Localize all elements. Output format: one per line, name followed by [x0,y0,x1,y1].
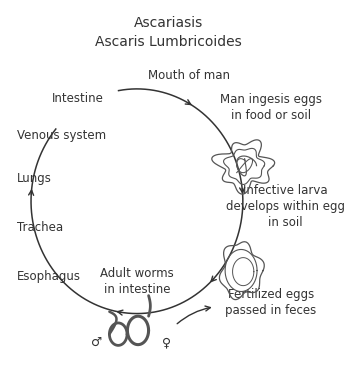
Text: Man ingesis eggs
in food or soil: Man ingesis eggs in food or soil [220,93,322,122]
Text: Fertilized eggs
passed in feces: Fertilized eggs passed in feces [226,288,317,317]
Text: Trachea: Trachea [17,221,63,234]
Text: Adult worms
in intestine: Adult worms in intestine [100,267,174,296]
Text: ♀: ♀ [163,336,172,349]
Text: Mouth of man: Mouth of man [148,69,230,82]
Text: Venous system: Venous system [17,129,106,142]
Text: Ascaris Lumbricoides: Ascaris Lumbricoides [95,35,242,49]
Text: Lungs: Lungs [17,172,52,185]
Text: Esophagus: Esophagus [17,270,81,283]
Text: ♂: ♂ [91,336,102,349]
Text: Intestine: Intestine [52,92,104,105]
Text: Ascariasis: Ascariasis [134,16,203,30]
Text: Infective larva
develops within egg
in soil: Infective larva develops within egg in s… [226,184,345,230]
